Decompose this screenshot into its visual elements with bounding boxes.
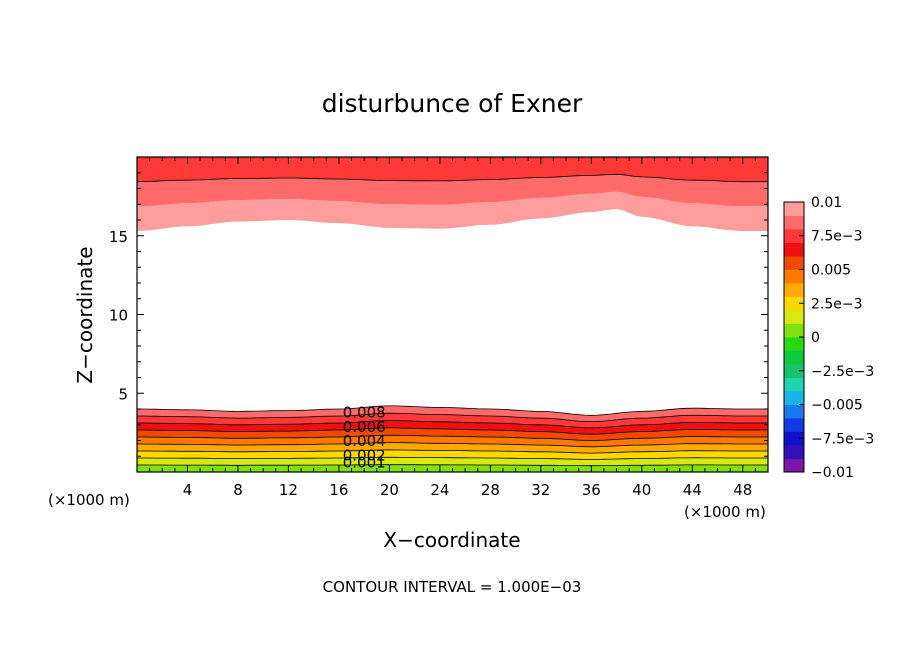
colorbar-cell: [784, 418, 804, 432]
x-tick-label: 40: [632, 481, 651, 499]
contour-lines: [137, 173, 768, 467]
contour-line: [137, 405, 768, 416]
contour-line: [137, 420, 768, 429]
colorbar-tick-label: −7.5e−3: [811, 431, 874, 447]
x-unit-left: (×1000 m): [48, 491, 130, 509]
contour-line: [137, 442, 768, 448]
y-tick-label: 10: [109, 307, 128, 325]
upper-band: [137, 157, 768, 182]
colorbar-tick-label: 7.5e−3: [811, 229, 863, 245]
colorbar-tick-label: 2.5e−3: [811, 296, 863, 312]
x-tick-label: 44: [683, 481, 702, 499]
colorbar-cell: [784, 310, 804, 324]
contour-line: [137, 173, 768, 183]
x-tick-labels: 4 8 12 16 20 24 28 32 36 40 44 48: [183, 481, 753, 499]
colorbar-tick-label: 0.005: [811, 263, 851, 279]
x-tick-label: 8: [233, 481, 243, 499]
colorbar-cell: [784, 404, 804, 419]
contour-label: 0.008: [343, 403, 386, 421]
contour-fields: [137, 157, 768, 472]
colorbar-cell: [784, 215, 804, 230]
colorbar-cell: [784, 242, 804, 257]
contour-interval-note: CONTOUR INTERVAL = 1.000E−03: [323, 578, 582, 596]
contour-label: 0.002: [343, 447, 386, 465]
lower-band: [137, 449, 768, 460]
colorbar-tick-label: 0.01: [811, 195, 842, 211]
axis-ticks: [137, 157, 768, 472]
x-tick-label: 32: [531, 481, 550, 499]
x-tick-label: 12: [279, 481, 298, 499]
y-tick-label: 5: [118, 385, 128, 403]
lower-band: [137, 405, 768, 422]
contour-line: [137, 412, 768, 423]
contour-line: [137, 456, 768, 460]
contour-label: 0.006: [343, 418, 386, 436]
colorbar-tick-labels: 0.01 7.5e−3 0.005 2.5e−3 0 −2.5e−3 −0.005 −7.5e…: [811, 195, 874, 481]
colorbar-cell: [784, 431, 804, 446]
x-tick-label: 28: [481, 481, 500, 499]
colorbar-cell: [784, 296, 804, 311]
y-tick-labels: 5 10 15: [109, 228, 128, 403]
x-axis-label: X−coordinate: [383, 528, 520, 552]
colorbar-cell: [784, 445, 804, 459]
contour-line: [137, 434, 768, 441]
colorbar-cell: [784, 256, 804, 270]
colorbar-cell: [784, 323, 804, 338]
colorbar-cell: [784, 350, 804, 365]
x-tick-label: 4: [183, 481, 193, 499]
x-tick-label: 16: [329, 481, 348, 499]
upper-band: [137, 174, 768, 207]
chart-title: disturbunce of Exner: [322, 89, 583, 118]
colorbar-tick-label: −0.005: [811, 398, 863, 414]
colorbar-cell: [784, 337, 804, 351]
colorbar-tick-label: −0.01: [811, 465, 854, 481]
y-tick-label: 15: [109, 228, 128, 246]
x-tick-label: 48: [733, 481, 752, 499]
x-tick-label: 36: [582, 481, 601, 499]
colorbar-cell: [784, 283, 804, 297]
colorbar-tick-label: −2.5e−3: [811, 364, 874, 380]
lower-band: [137, 442, 768, 454]
x-unit-right: (×1000 m): [684, 503, 766, 521]
x-tick-label: 20: [380, 481, 399, 499]
contour-line: [137, 427, 768, 435]
colorbar-cell: [784, 391, 804, 405]
contour-line: [137, 449, 768, 454]
upper-band: [137, 191, 768, 231]
x-tick-label: 24: [430, 481, 449, 499]
contour-label: 0.001: [343, 454, 386, 472]
colorbar-cell: [784, 269, 804, 284]
y-axis-label: Z−coordinate: [73, 246, 97, 383]
colorbar-cell: [784, 377, 804, 392]
colorbar-tick-label: 0: [811, 330, 820, 346]
colorbar-cell: [784, 229, 804, 243]
colorbar-cell: [784, 458, 804, 473]
colorbar: [783, 201, 805, 473]
colorbar-cell: [784, 202, 804, 216]
contour-label: 0.004: [343, 432, 386, 450]
contour-line: [137, 464, 768, 467]
lower-band: [137, 413, 768, 428]
colorbar-cell: [784, 364, 804, 378]
